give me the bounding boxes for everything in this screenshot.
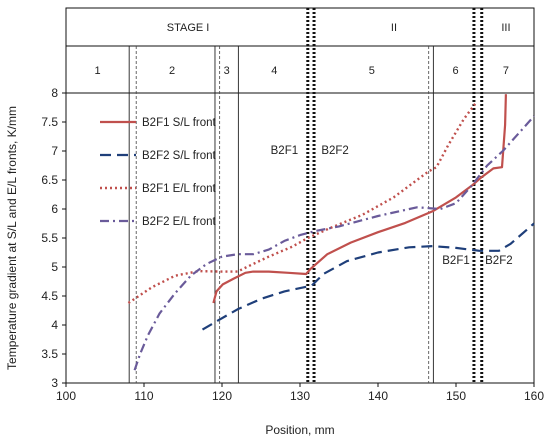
- y-tick-label-5.5: 5.5: [41, 231, 58, 245]
- series-line-0: [212, 94, 507, 304]
- legend-label-1: B2F2 S/L front: [142, 150, 217, 162]
- zone-label-4: 4: [271, 65, 277, 77]
- y-tick-label-5: 5: [51, 260, 58, 274]
- x-tick-label-130: 130: [290, 389, 310, 403]
- zone-label-3: 3: [224, 65, 230, 77]
- zone-label-5: 5: [369, 65, 375, 77]
- x-tick-label-160: 160: [524, 389, 544, 403]
- legend: B2F1 S/L front B2F2 S/L front B2F1 E/L fro…: [100, 117, 217, 228]
- series-line-1: [201, 222, 535, 331]
- legend-label-2: B2F1 E/L front: [142, 183, 217, 195]
- y-tick-label-3: 3: [51, 376, 58, 390]
- annotation-2: B2F1: [442, 255, 470, 267]
- zone-boundaries: [128, 8, 484, 383]
- annotations: B2F1 B2F2 B2F1 B2F2: [271, 145, 513, 267]
- zone-label-6: 6: [453, 65, 459, 77]
- zone-label-2: 2: [169, 65, 175, 77]
- zone-label-7: 7: [503, 65, 509, 77]
- axes: 100 110 120 130 140 150 160 3 3.5 4 4.5 5 5.5 6 6.5 7 7.…: [41, 86, 544, 403]
- y-tick-label-8: 8: [51, 86, 58, 100]
- series-line-3: [133, 115, 535, 371]
- stage-label-0: STAGE I: [167, 22, 210, 34]
- legend-label-3: B2F2 E/L front: [142, 216, 217, 228]
- x-tick-label-140: 140: [368, 389, 388, 403]
- y-tick-label-6: 6: [51, 202, 58, 216]
- x-tick-label-120: 120: [212, 389, 232, 403]
- y-tick-label-7.5: 7.5: [41, 115, 58, 129]
- x-tick-label-150: 150: [446, 389, 466, 403]
- series-line-2: [127, 102, 477, 304]
- zone-label-1: 1: [95, 65, 101, 77]
- legend-label-0: B2F1 S/L front: [142, 117, 217, 129]
- x-axis-label: Position, mm: [265, 423, 334, 437]
- x-tick-label-100: 100: [56, 389, 76, 403]
- stage-label-1: II: [391, 22, 397, 34]
- x-tick-label-110: 110: [134, 389, 153, 403]
- y-tick-label-3.5: 3.5: [41, 347, 58, 361]
- annotation-0: B2F1: [271, 145, 299, 157]
- y-tick-label-4: 4: [51, 318, 58, 332]
- stage-label-2: III: [501, 22, 510, 34]
- y-tick-label-4.5: 4.5: [41, 289, 58, 303]
- y-tick-label-6.5: 6.5: [41, 173, 58, 187]
- y-axis-label: Temperature gradient at S/L and E/L fron…: [5, 106, 19, 370]
- annotation-1: B2F2: [321, 145, 349, 157]
- y-tick-label-7: 7: [51, 144, 58, 158]
- series: [127, 94, 535, 371]
- annotation-3: B2F2: [485, 255, 513, 267]
